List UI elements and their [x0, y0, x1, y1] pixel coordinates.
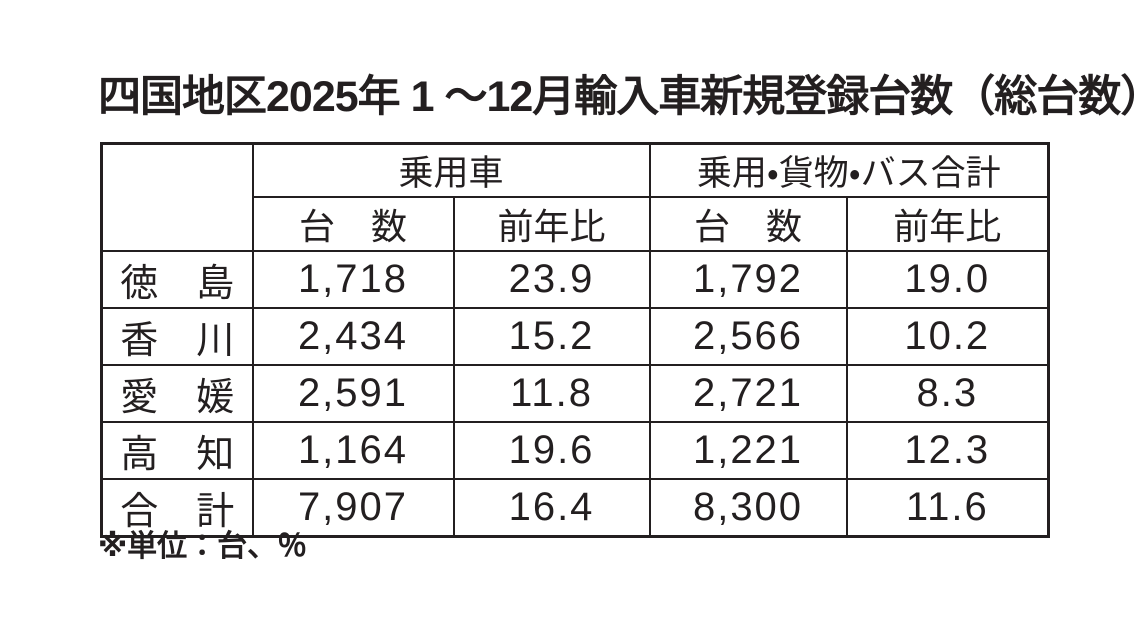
subheader-passenger-yoy: 前年比	[452, 196, 651, 252]
table-row-tokushima: 徳 島 1,718 23.9 1,792 19.0	[100, 250, 1050, 309]
value-total-units: 1,792	[648, 250, 848, 309]
page-title: 四国地区2025年 1 〜12月輸入車新規登録台数（総台数）	[98, 73, 1145, 121]
region-label: 高 知	[100, 421, 254, 480]
subheader-total-units: 台 数	[648, 196, 848, 252]
group-header-passenger-cars: 乗用車	[251, 142, 651, 198]
group-header-row: 乗用車 乗用・貨物・バス合計	[100, 142, 1050, 252]
value-total-yoy: 8.3	[845, 364, 1050, 423]
region-label: 香 川	[100, 307, 254, 366]
value-passenger-units: 2,434	[251, 307, 455, 366]
value-total-yoy: 12.3	[845, 421, 1050, 480]
table-row-total: 合 計 7,907 16.4 8,300 11.6	[100, 478, 1050, 538]
region-label-total: 合 計	[100, 478, 254, 538]
region-label: 愛 媛	[100, 364, 254, 423]
table-row-kochi: 高 知 1,164 19.6 1,221 12.3	[100, 421, 1050, 480]
value-total-units: 1,221	[648, 421, 848, 480]
value-total-yoy: 11.6	[845, 478, 1050, 538]
sub-header-row: 台 数 前年比 台 数 前年比	[102, 196, 1050, 252]
subheader-passenger-units: 台 数	[251, 196, 455, 252]
value-passenger-units: 1,718	[251, 250, 455, 309]
value-passenger-units: 7,907	[251, 478, 455, 538]
registration-table: 乗用車 乗用・貨物・バス合計 台 数 前年比 台 数 前年比 徳 島 1,718…	[100, 142, 1051, 538]
value-passenger-yoy: 15.2	[452, 307, 651, 366]
value-total-units: 2,566	[648, 307, 848, 366]
value-passenger-yoy: 19.6	[452, 421, 651, 480]
value-passenger-yoy: 23.9	[452, 250, 651, 309]
value-passenger-yoy: 11.8	[452, 364, 651, 423]
value-total-yoy: 10.2	[845, 307, 1050, 366]
value-passenger-yoy: 16.4	[452, 478, 651, 538]
value-total-yoy: 19.0	[845, 250, 1050, 309]
group-header-passenger-cargo-bus-total: 乗用・貨物・バス合計	[648, 142, 1050, 198]
corner-cell	[100, 142, 254, 252]
unit-footnote: ※単位：台、％	[98, 530, 308, 563]
value-total-units: 8,300	[648, 478, 848, 538]
value-total-units: 2,721	[648, 364, 848, 423]
region-label: 徳 島	[100, 250, 254, 309]
value-passenger-units: 1,164	[251, 421, 455, 480]
table-row-ehime: 愛 媛 2,591 11.8 2,721 8.3	[100, 364, 1050, 423]
subheader-total-yoy: 前年比	[845, 196, 1050, 252]
table-row-kagawa: 香 川 2,434 15.2 2,566 10.2	[100, 307, 1050, 366]
value-passenger-units: 2,591	[251, 364, 455, 423]
